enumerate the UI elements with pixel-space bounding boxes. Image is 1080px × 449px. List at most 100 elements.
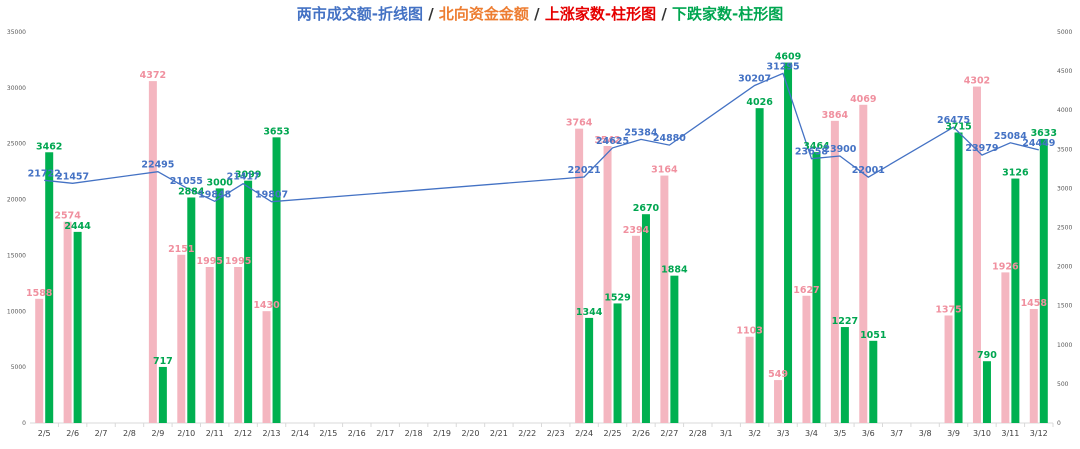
advancers-data-label: 1458 xyxy=(1021,298,1048,309)
right-axis-tick-label: 3500 xyxy=(1057,146,1072,153)
decliners-bar xyxy=(158,366,167,423)
advancers-bar xyxy=(859,104,868,423)
decliners-data-label: 2884 xyxy=(178,186,205,197)
right-axis-tick-label: 2500 xyxy=(1057,225,1072,232)
decliners-bar xyxy=(613,303,622,423)
right-axis-tick-label: 1500 xyxy=(1057,303,1072,310)
decliners-data-label: 3000 xyxy=(206,177,233,188)
advancers-data-label: 1995 xyxy=(225,256,251,267)
x-axis-tick-label: 3/3 xyxy=(777,429,790,438)
x-axis-tick-label: 2/26 xyxy=(632,429,650,438)
right-axis-tick-label: 3000 xyxy=(1057,185,1072,192)
turnover-data-label: 25384 xyxy=(624,127,657,138)
advancers-bar xyxy=(575,128,584,423)
title-turnover-line: 两市成交额-折线图 xyxy=(296,5,423,23)
decliners-data-label: 3653 xyxy=(263,126,289,137)
x-axis-tick-label: 2/22 xyxy=(518,429,536,438)
right-axis-tick-label: 0 xyxy=(1057,420,1061,427)
left-axis-tick-label: 15000 xyxy=(7,252,26,259)
advancers-bar xyxy=(631,235,640,423)
advancers-data-label: 1627 xyxy=(793,285,819,296)
turnover-data-label: 23900 xyxy=(823,144,856,155)
turnover-data-label: 19848 xyxy=(198,189,231,200)
turnover-data-label: 22001 xyxy=(852,165,885,176)
left-axis-tick-label: 20000 xyxy=(7,197,26,204)
turnover-data-label: 26475 xyxy=(937,115,970,126)
title-separator: / xyxy=(656,5,673,23)
x-axis-tick-label: 2/15 xyxy=(319,429,337,438)
title-northbound: 北向资金金额 xyxy=(438,5,529,23)
decliners-data-label: 1529 xyxy=(604,292,630,303)
turnover-data-label: 24880 xyxy=(653,133,686,144)
decliners-data-label: 1884 xyxy=(661,265,688,276)
advancers-bar xyxy=(830,120,839,423)
decliners-data-label: 1051 xyxy=(860,330,886,341)
turnover-line xyxy=(44,72,1039,203)
advancers-bar xyxy=(1001,272,1010,423)
decliners-bar xyxy=(187,197,196,423)
advancers-bar xyxy=(35,298,44,423)
decliners-bar xyxy=(585,317,594,423)
x-axis-tick-label: 2/6 xyxy=(66,429,79,438)
chart-title: 两市成交额-折线图 / 北向资金金额 / 上涨家数-柱形图 / 下跌家数-柱形图 xyxy=(0,3,1080,24)
turnover-data-label: 21417 xyxy=(227,172,260,183)
left-axis-tick-label: 10000 xyxy=(7,308,26,315)
advancers-bar xyxy=(660,175,669,423)
decliners-data-label: 3462 xyxy=(36,141,62,152)
left-axis-tick-label: 35000 xyxy=(7,29,26,36)
x-axis-tick-label: 3/6 xyxy=(862,429,875,438)
decliners-data-label: 3464 xyxy=(803,141,830,152)
right-axis-tick-label: 5000 xyxy=(1057,29,1072,36)
turnover-data-label: 25084 xyxy=(994,131,1027,142)
advancers-bar xyxy=(774,380,783,423)
advancers-data-label: 1430 xyxy=(253,300,280,311)
title-decliners-bar: 下跌家数-柱形图 xyxy=(672,5,784,23)
x-axis-tick-label: 2/14 xyxy=(291,429,309,438)
advancers-data-label: 4372 xyxy=(140,70,166,81)
turnover-data-label: 21722 xyxy=(28,168,61,179)
turnover-data-label: 30207 xyxy=(738,74,771,85)
advancers-bar xyxy=(972,86,981,423)
x-axis-tick-label: 2/21 xyxy=(490,429,508,438)
x-axis-tick-label: 2/9 xyxy=(151,429,164,438)
x-axis-tick-label: 2/16 xyxy=(348,429,366,438)
advancers-bar xyxy=(802,295,811,423)
decliners-bar xyxy=(45,152,54,423)
decliners-data-label: 3633 xyxy=(1031,128,1057,139)
advancers-data-label: 4069 xyxy=(850,94,876,105)
x-axis-tick-label: 2/20 xyxy=(461,429,479,438)
advancers-bar xyxy=(603,146,612,423)
x-axis-tick-label: 3/11 xyxy=(1001,429,1019,438)
x-axis-tick-label: 2/28 xyxy=(689,429,707,438)
decliners-data-label: 1344 xyxy=(576,307,603,318)
right-axis-tick-label: 1000 xyxy=(1057,342,1072,349)
advancers-bar xyxy=(262,311,271,423)
advancers-data-label: 2574 xyxy=(54,211,81,222)
x-axis-tick-label: 3/7 xyxy=(890,429,903,438)
advancers-data-label: 2151 xyxy=(168,244,194,255)
advancers-data-label: 3164 xyxy=(651,165,678,176)
turnover-data-label: 21055 xyxy=(170,176,203,187)
title-separator: / xyxy=(528,5,545,23)
x-axis-tick-label: 2/5 xyxy=(38,429,51,438)
decliners-bar xyxy=(784,62,793,423)
decliners-bar xyxy=(840,327,849,423)
x-axis-tick-label: 2/27 xyxy=(660,429,678,438)
left-axis-tick-label: 25000 xyxy=(7,141,26,148)
advancers-data-label: 1995 xyxy=(196,256,222,267)
decliners-bar xyxy=(1039,138,1048,423)
advancers-bar xyxy=(205,266,214,423)
advancers-bar xyxy=(944,315,953,423)
turnover-data-label: 31295 xyxy=(767,61,800,72)
x-axis-tick-label: 3/4 xyxy=(805,429,818,438)
advancers-bar xyxy=(745,336,754,423)
decliners-data-label: 3099 xyxy=(235,170,261,181)
advancers-bar xyxy=(148,81,157,424)
decliners-data-label: 2444 xyxy=(64,221,91,232)
turnover-data-label: 24625 xyxy=(596,136,629,147)
turnover-data-label: 19807 xyxy=(255,190,288,201)
x-axis-tick-label: 3/5 xyxy=(833,429,846,438)
x-axis-tick-label: 2/11 xyxy=(206,429,224,438)
turnover-data-label: 21457 xyxy=(56,171,89,182)
